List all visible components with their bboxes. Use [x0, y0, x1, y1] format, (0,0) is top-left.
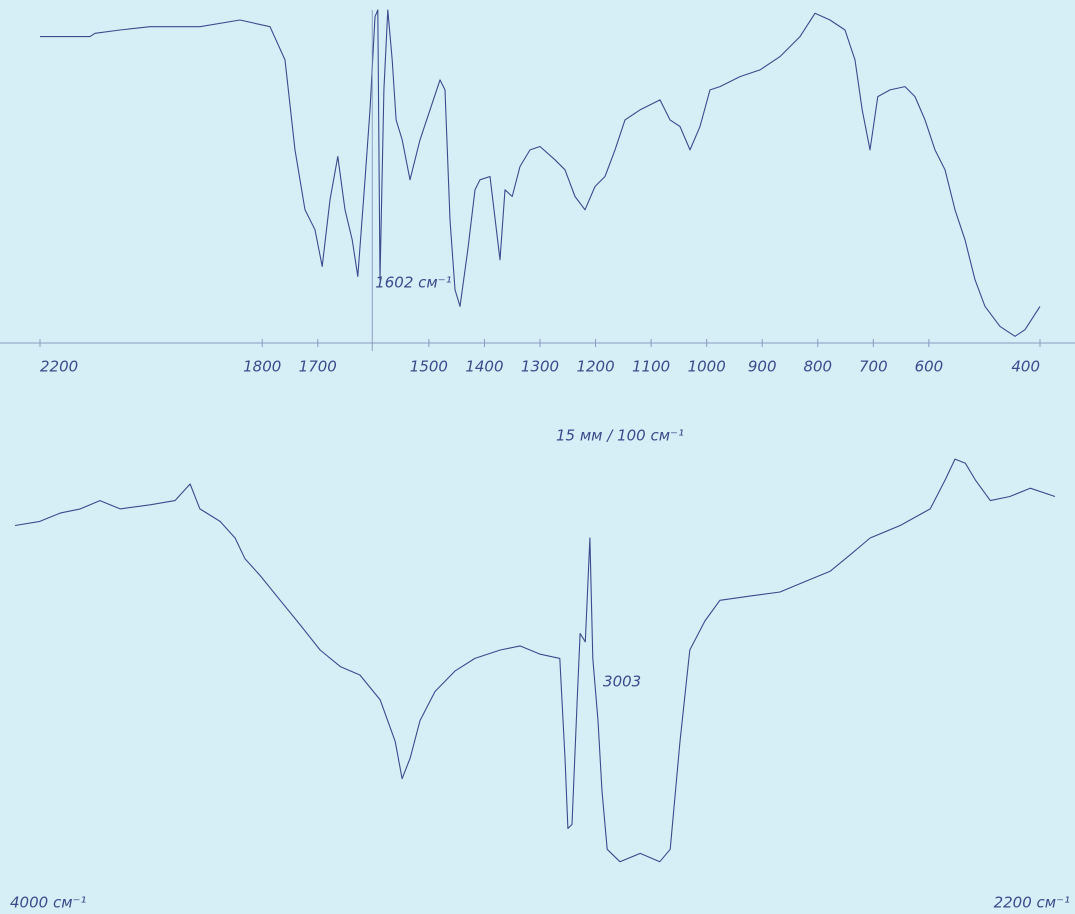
x-tick-label: 1700: [299, 358, 337, 376]
x-tick-label: 800: [803, 358, 832, 376]
x-tick-label: 1200: [576, 358, 614, 376]
x-tick-label: 2200 см⁻¹: [994, 894, 1070, 912]
x-tick-label: 1100: [632, 358, 670, 376]
chart: 2200 1800 1700 1500 1400 1300 1200 1100 1000 900 8…: [0, 0, 1075, 914]
x-tick-label: 1400: [465, 358, 503, 376]
x-axis-label: 15 мм / 100 см⁻¹: [556, 427, 684, 445]
annotation: 3003: [603, 673, 641, 691]
x-tick-label: 1000: [688, 358, 726, 376]
x-tick-label: 900: [748, 358, 777, 376]
x-tick-label: 1300: [521, 358, 559, 376]
x-tick-label: 400: [1011, 358, 1040, 376]
paper: [0, 0, 1075, 914]
x-tick-label: 2200: [40, 358, 78, 376]
x-tick-label: 600: [915, 358, 944, 376]
x-tick-label: 700: [859, 358, 888, 376]
annotation: 1602 см⁻¹: [375, 274, 451, 292]
x-tick-label: 1800: [243, 358, 281, 376]
x-tick-label: 4000 см⁻¹: [10, 894, 86, 912]
x-tick-label: 1500: [410, 358, 448, 376]
